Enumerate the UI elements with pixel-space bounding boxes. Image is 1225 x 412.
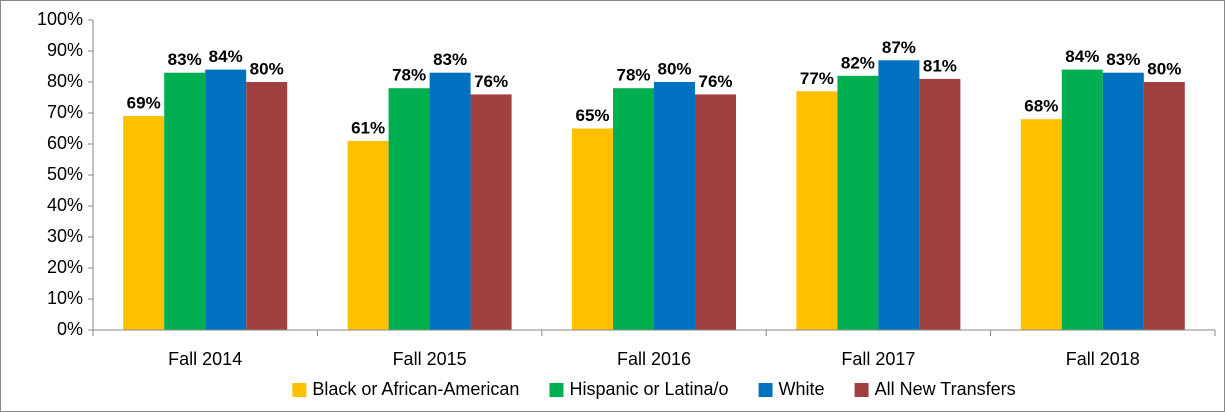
bar xyxy=(205,69,247,330)
bar xyxy=(796,91,838,330)
bar xyxy=(470,94,512,331)
value-label: 68% xyxy=(1024,97,1058,116)
x-tick-label: Fall 2018 xyxy=(1066,349,1140,369)
bar xyxy=(837,75,879,330)
value-label: 82% xyxy=(841,53,875,72)
bar xyxy=(919,78,961,331)
legend-swatch xyxy=(758,383,773,397)
value-label: 69% xyxy=(127,94,161,113)
y-tick-label: 10% xyxy=(47,288,83,308)
value-label: 76% xyxy=(474,72,508,91)
value-label: 84% xyxy=(1065,47,1099,66)
bar xyxy=(572,128,613,330)
y-tick-label: 50% xyxy=(47,164,83,184)
value-label: 83% xyxy=(433,50,467,69)
y-tick-label: 20% xyxy=(47,257,83,277)
bar xyxy=(1102,72,1144,330)
legend-swatch xyxy=(292,383,307,397)
bar xyxy=(1061,69,1103,330)
value-label: 78% xyxy=(616,66,650,85)
value-label: 83% xyxy=(1106,50,1140,69)
legend-label: Hispanic or Latina/o xyxy=(569,379,728,399)
value-label: 81% xyxy=(923,56,957,75)
value-label: 84% xyxy=(209,47,243,66)
x-tick-label: Fall 2014 xyxy=(168,349,242,369)
y-tick-label: 60% xyxy=(47,133,83,153)
value-label: 78% xyxy=(392,66,426,85)
bar xyxy=(1020,119,1062,330)
legend-label: Black or African-American xyxy=(312,379,519,399)
value-label: 65% xyxy=(575,106,609,125)
legend-label: White xyxy=(779,379,825,399)
value-label: 61% xyxy=(351,118,385,137)
x-tick-label: Fall 2015 xyxy=(393,349,467,369)
bar xyxy=(123,116,165,330)
bar xyxy=(1143,82,1185,330)
value-label: 80% xyxy=(250,59,284,78)
value-label: 80% xyxy=(1147,59,1181,78)
y-tick-label: 0% xyxy=(57,319,83,339)
value-label: 76% xyxy=(698,72,732,91)
bar xyxy=(429,72,471,330)
legend-label: All New Transfers xyxy=(875,379,1016,399)
value-label: 83% xyxy=(168,50,202,69)
bar xyxy=(347,140,389,330)
bar xyxy=(246,82,288,330)
y-tick-label: 80% xyxy=(47,71,83,91)
bar xyxy=(878,60,920,331)
y-tick-label: 30% xyxy=(47,226,83,246)
value-label: 87% xyxy=(882,38,916,57)
bar xyxy=(388,88,430,330)
bar xyxy=(613,88,654,330)
y-tick-label: 100% xyxy=(37,9,83,29)
y-tick-label: 70% xyxy=(47,102,83,122)
value-label: 77% xyxy=(800,69,834,88)
x-tick-label: Fall 2016 xyxy=(617,349,691,369)
y-tick-label: 90% xyxy=(47,40,83,60)
bar xyxy=(654,82,695,330)
bar xyxy=(164,72,206,330)
x-tick-label: Fall 2017 xyxy=(841,349,915,369)
legend-swatch xyxy=(854,383,869,397)
y-tick-label: 40% xyxy=(47,195,83,215)
value-label: 80% xyxy=(657,59,691,78)
bar xyxy=(695,94,736,331)
legend-swatch xyxy=(549,383,564,397)
